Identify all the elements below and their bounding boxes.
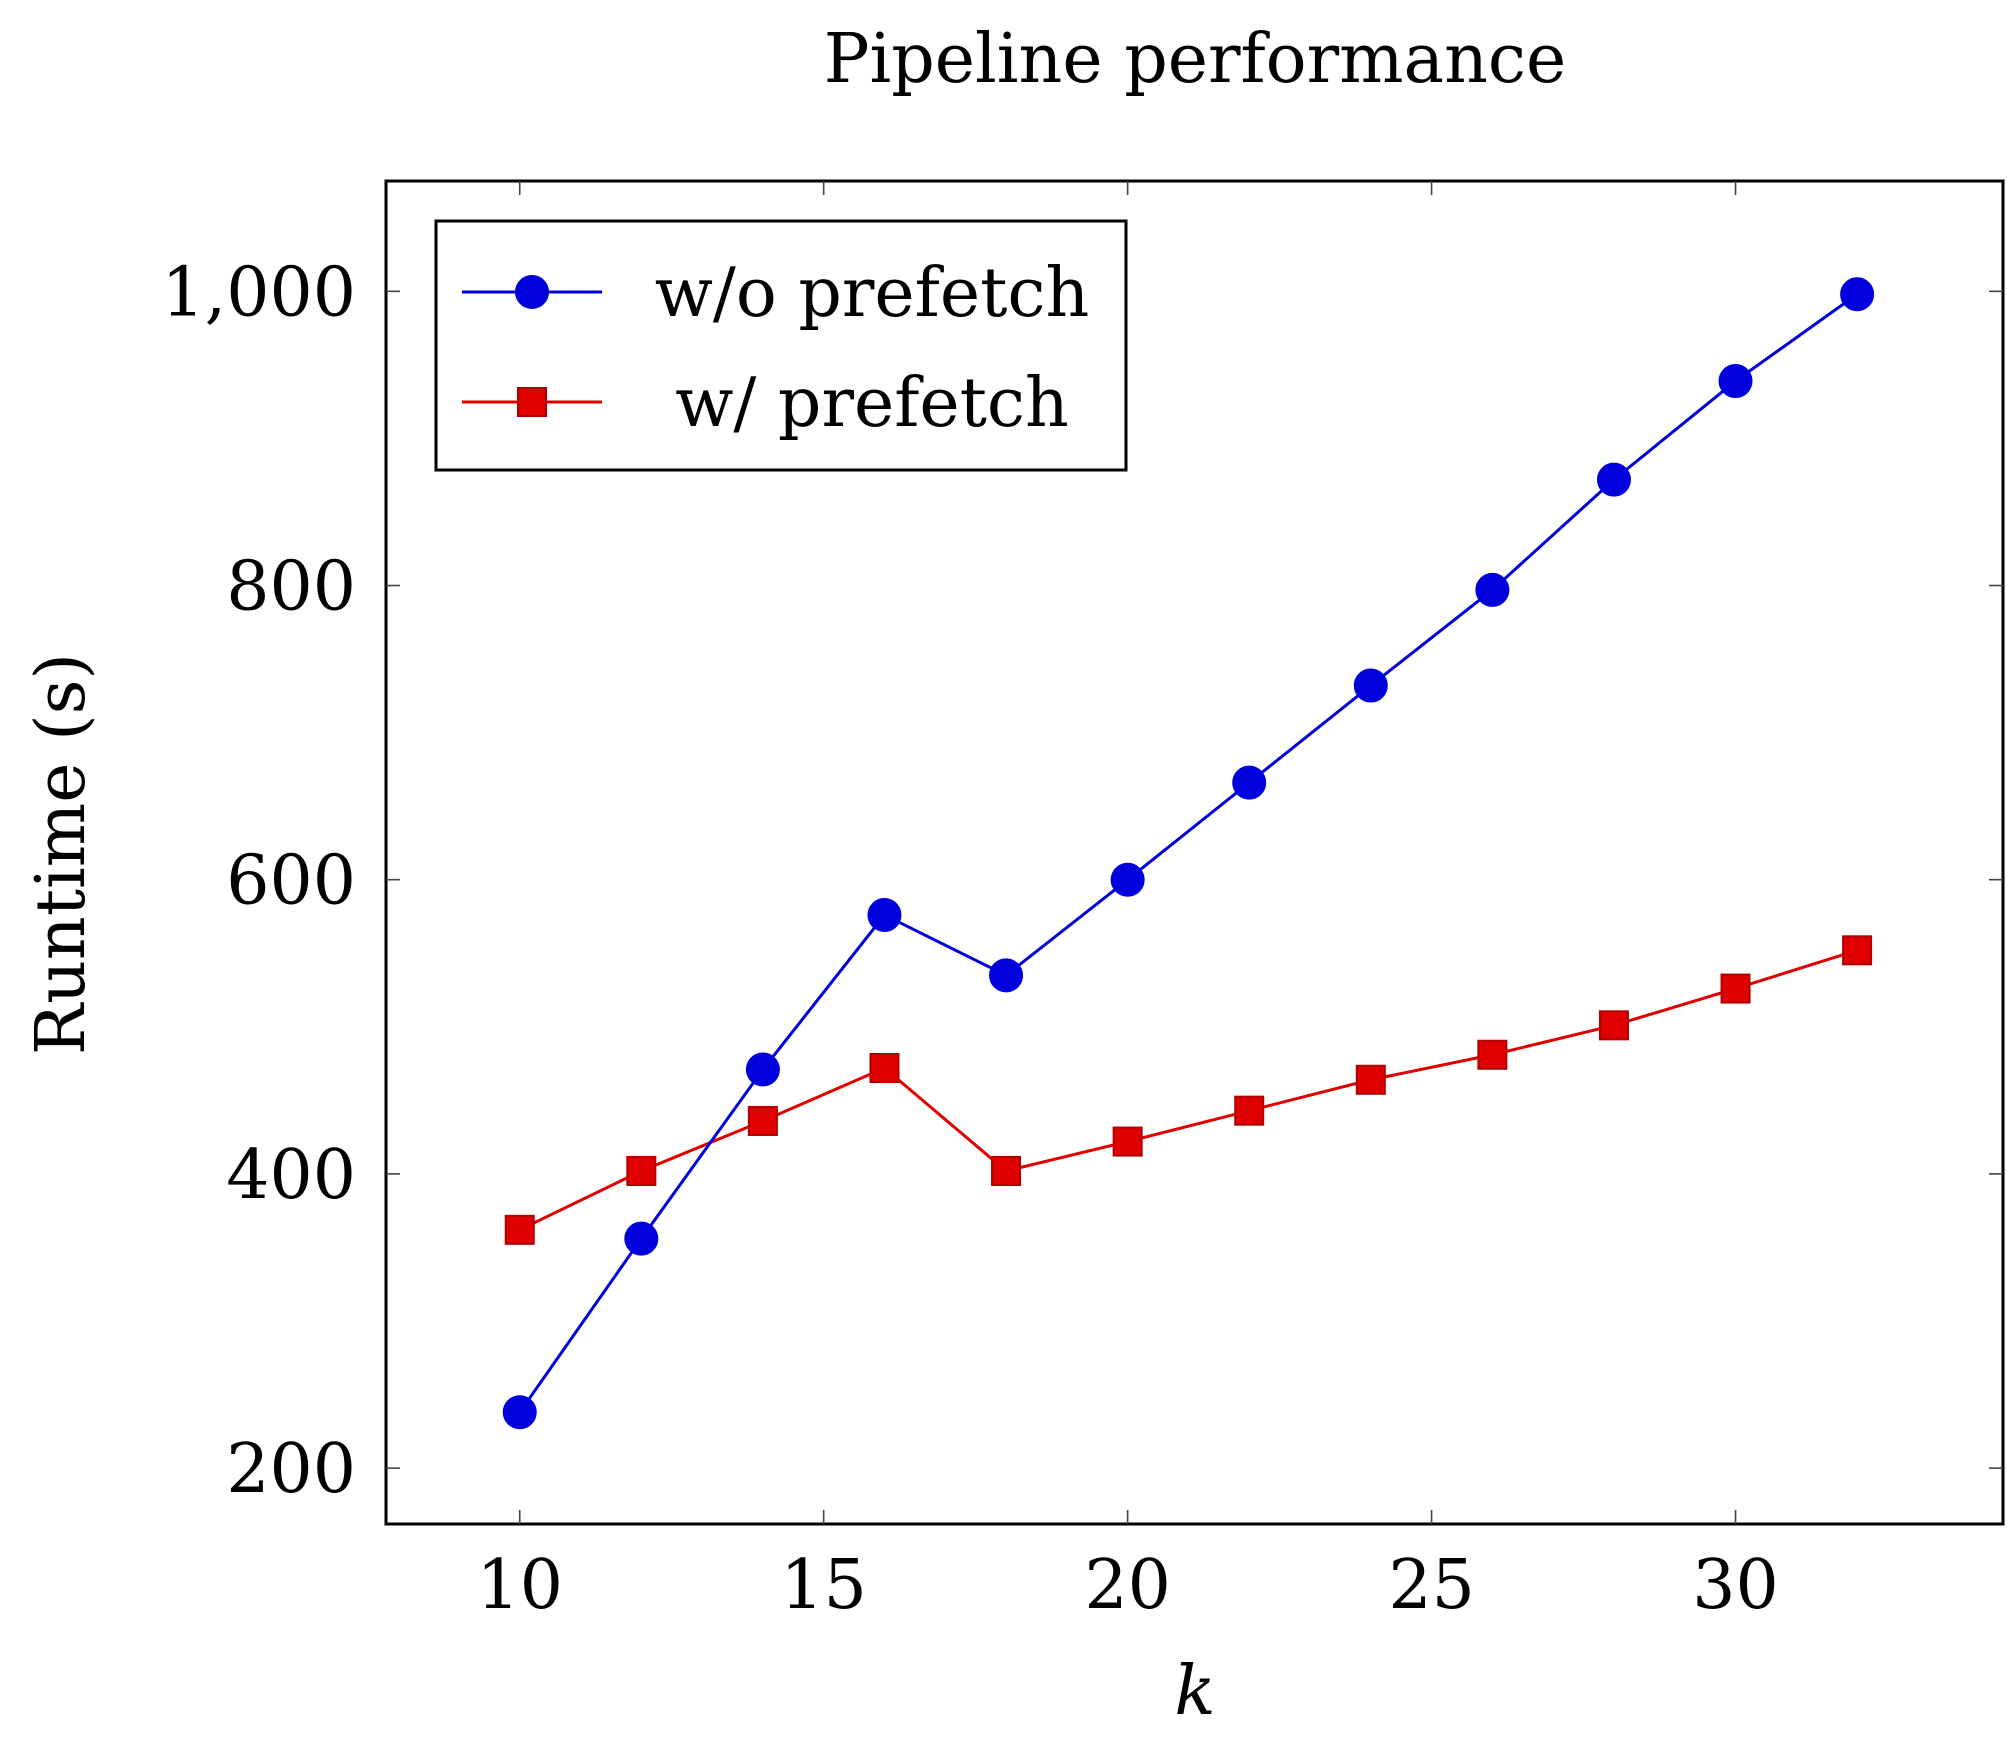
data-point-without-prefetch xyxy=(502,1395,537,1430)
y-tick-label: 800 xyxy=(226,548,356,627)
data-point-with-prefetch xyxy=(504,1214,535,1245)
data-point-without-prefetch xyxy=(1475,572,1510,607)
x-tick-label: 20 xyxy=(1084,1546,1171,1625)
data-point-with-prefetch xyxy=(1234,1095,1265,1126)
y-tick-label: 600 xyxy=(226,842,356,921)
data-point-with-prefetch xyxy=(1355,1064,1386,1095)
legend-label-with-prefetch: w/ prefetch xyxy=(675,364,1069,443)
data-point-without-prefetch xyxy=(989,958,1024,993)
data-point-without-prefetch xyxy=(624,1221,659,1256)
y-axis-label: Runtime (s) xyxy=(22,653,101,1055)
data-point-with-prefetch xyxy=(747,1105,778,1136)
series-line-without-prefetch xyxy=(518,293,1858,1414)
data-point-with-prefetch xyxy=(1477,1039,1508,1070)
y-tick-label: 1,000 xyxy=(161,253,356,332)
data-point-without-prefetch xyxy=(1596,462,1631,497)
legend: w/o prefetch w/ prefetch xyxy=(434,219,1128,472)
x-axis-label: k xyxy=(1174,1652,1215,1731)
legend-label-without-prefetch: w/o prefetch xyxy=(655,254,1090,333)
series-line-with-prefetch xyxy=(519,948,1858,1232)
x-tick-label: 15 xyxy=(780,1546,867,1625)
data-point-without-prefetch xyxy=(745,1052,780,1087)
data-point-with-prefetch xyxy=(991,1155,1022,1186)
y-tick-label: 200 xyxy=(226,1430,356,1509)
data-point-without-prefetch xyxy=(1840,277,1875,312)
data-point-with-prefetch xyxy=(626,1155,657,1186)
plot-area: 10 15 20 25 30 200 400 600 800 1,000 xyxy=(161,179,2005,1625)
x-tick-label: 10 xyxy=(476,1546,563,1625)
data-point-with-prefetch xyxy=(1842,935,1873,966)
data-point-with-prefetch xyxy=(1720,973,1751,1004)
data-point-with-prefetch xyxy=(869,1052,900,1083)
plot-frame xyxy=(384,179,2005,1526)
data-point-without-prefetch xyxy=(1110,862,1145,897)
data-point-without-prefetch xyxy=(1353,668,1388,703)
x-tick-label: 25 xyxy=(1388,1546,1475,1625)
legend-marker-with-prefetch xyxy=(517,387,547,417)
x-tick-label: 30 xyxy=(1692,1546,1779,1625)
data-point-without-prefetch xyxy=(1232,765,1267,800)
data-point-with-prefetch xyxy=(1598,1010,1629,1041)
chart-title: Pipeline performance xyxy=(824,20,1566,99)
data-point-without-prefetch xyxy=(867,898,902,933)
legend-box xyxy=(434,219,1128,472)
data-point-with-prefetch xyxy=(1112,1126,1143,1157)
y-tick-label: 400 xyxy=(226,1136,356,1215)
legend-marker-without-prefetch xyxy=(515,275,549,309)
data-point-without-prefetch xyxy=(1718,364,1753,399)
